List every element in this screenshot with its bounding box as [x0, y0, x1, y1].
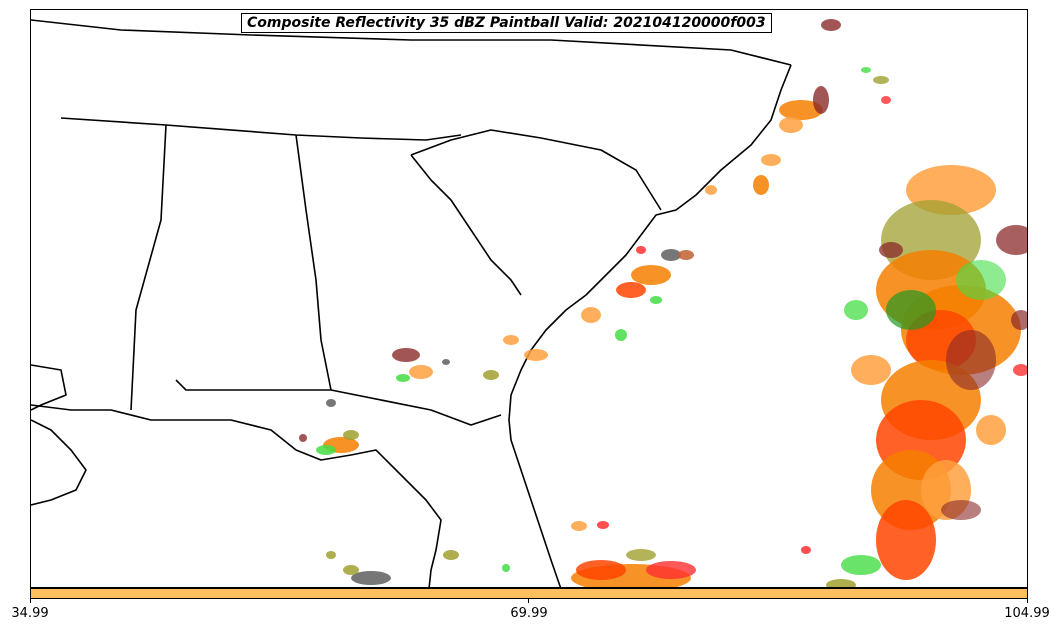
storm-cell	[761, 154, 781, 166]
storm-cell	[844, 300, 868, 320]
storm-cell	[946, 330, 996, 390]
colorbar	[30, 588, 1028, 599]
colorbar-tick-max: 104.99	[1004, 606, 1050, 621]
state-boundaries	[31, 19, 792, 587]
storm-cell	[351, 571, 391, 585]
storm-cell	[873, 76, 889, 84]
nc-coast	[508, 64, 792, 587]
storm-cell	[615, 329, 627, 341]
storm-cell	[326, 399, 336, 407]
storm-cell	[597, 521, 609, 529]
colorbar-tick-mark	[1027, 599, 1028, 603]
storm-cell	[779, 100, 823, 120]
colorbar-tick-mid: 69.99	[510, 606, 548, 621]
storm-cell	[821, 19, 841, 31]
fl-panhandle-coast	[31, 404, 442, 587]
storm-cell	[646, 561, 696, 579]
storm-cell	[503, 335, 519, 345]
storm-cell	[941, 500, 981, 520]
storm-cell	[1011, 310, 1027, 330]
colorbar-tick-mark	[30, 599, 31, 603]
map-title: Composite Reflectivity 35 dBZ Paintball …	[241, 13, 772, 33]
sc-nc-line	[410, 129, 662, 211]
storm-cell	[1013, 364, 1027, 376]
storm-cell	[392, 348, 420, 362]
ms-al-line	[130, 124, 167, 411]
storm-cell	[996, 225, 1027, 255]
storm-cell	[861, 67, 871, 73]
storm-cell	[524, 349, 548, 361]
storm-cell	[876, 500, 936, 580]
storm-cell	[343, 565, 359, 575]
storm-cell	[636, 246, 646, 254]
storm-cell	[631, 265, 671, 285]
storm-cell	[841, 555, 881, 575]
storm-cell	[616, 282, 646, 298]
al-ga-line	[295, 134, 332, 391]
tn-nc-line	[60, 117, 462, 141]
colorbar-tick-mark	[528, 599, 529, 603]
storm-cell	[502, 564, 510, 572]
storm-cell	[442, 359, 450, 365]
storm-cell	[881, 96, 891, 104]
storm-cell	[626, 549, 656, 561]
colorbar-tick-min: 34.99	[11, 606, 49, 621]
storm-cell	[396, 374, 410, 382]
storm-cell	[343, 430, 359, 440]
storm-cell	[753, 175, 769, 195]
storm-cell	[801, 546, 811, 554]
storm-cell	[326, 551, 336, 559]
storm-cell	[976, 415, 1006, 445]
storm-cell	[576, 560, 626, 580]
storm-cell	[851, 355, 891, 385]
reflectivity-map	[31, 19, 1027, 587]
northern-boundary	[31, 19, 792, 66]
storm-cell	[826, 579, 856, 587]
storm-cell	[705, 185, 717, 195]
storm-cell	[571, 521, 587, 531]
storm-cell	[956, 260, 1006, 300]
storm-cell	[299, 434, 307, 442]
storm-cell	[443, 550, 459, 560]
storm-cell	[409, 365, 433, 379]
storm-cell	[650, 296, 662, 304]
storm-cell	[678, 250, 694, 260]
gulf-coast-west	[31, 364, 67, 411]
storm-cell	[581, 307, 601, 323]
ga-fl-line	[175, 379, 502, 426]
storm-cell	[483, 370, 499, 380]
storm-cell	[886, 290, 936, 330]
storm-cell	[879, 242, 903, 258]
storm-cell	[779, 117, 803, 133]
storm-cell	[661, 249, 681, 261]
map-panel	[30, 9, 1028, 588]
paintball-blobs	[299, 19, 1027, 587]
ga-sc-line	[410, 154, 522, 296]
storm-cell	[316, 445, 336, 455]
storm-cell	[813, 86, 829, 114]
al-gulf	[31, 419, 87, 506]
